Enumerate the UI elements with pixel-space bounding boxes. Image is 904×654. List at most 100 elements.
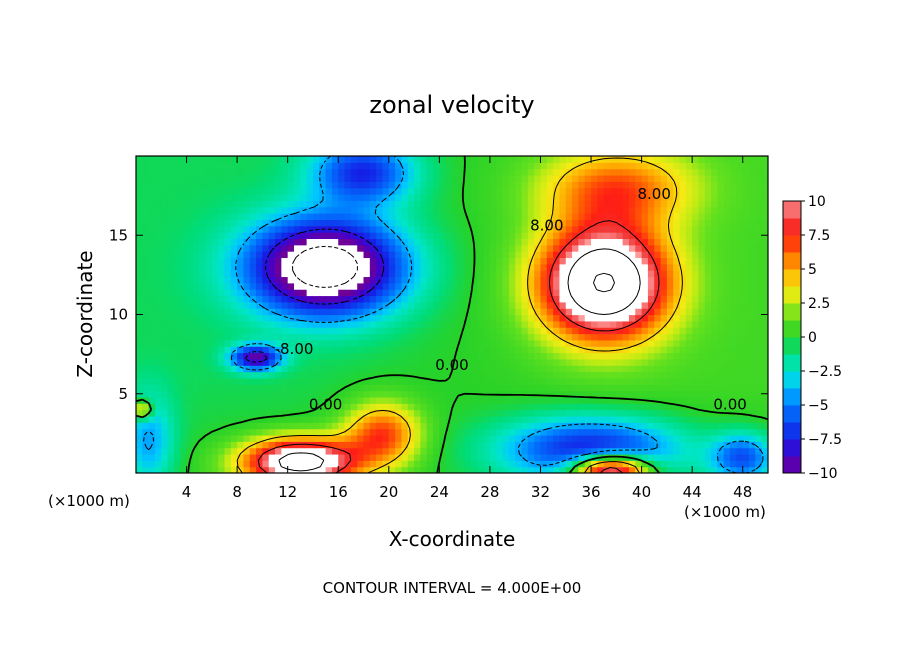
heatmap-cell bbox=[704, 276, 712, 284]
heatmap-cell bbox=[319, 238, 327, 246]
heatmap-cell bbox=[597, 181, 605, 189]
heatmap-cell bbox=[186, 162, 194, 170]
heatmap-cell bbox=[388, 434, 396, 442]
heatmap-cell bbox=[483, 263, 491, 271]
heatmap-cell bbox=[489, 238, 497, 246]
heatmap-cell bbox=[578, 168, 586, 176]
heatmap-cell bbox=[698, 206, 706, 214]
heatmap-cell bbox=[237, 460, 245, 468]
heatmap-cell bbox=[591, 263, 598, 271]
heatmap-cell bbox=[635, 244, 643, 252]
heatmap-cell bbox=[647, 194, 655, 201]
heatmap-cell bbox=[262, 257, 270, 265]
heatmap-cell bbox=[262, 396, 270, 404]
heatmap-cell bbox=[312, 358, 320, 366]
heatmap-cell bbox=[249, 263, 257, 271]
heatmap-cell bbox=[161, 428, 169, 436]
heatmap-cell bbox=[357, 396, 365, 404]
heatmap-cell bbox=[610, 466, 617, 473]
heatmap-cell bbox=[565, 320, 573, 328]
heatmap-cell bbox=[723, 225, 731, 233]
heatmap-cell bbox=[692, 213, 700, 220]
heatmap-cell bbox=[445, 339, 453, 347]
heatmap-cell bbox=[433, 428, 440, 436]
heatmap-cell bbox=[186, 238, 194, 246]
heatmap-cell bbox=[205, 403, 213, 411]
heatmap-cell bbox=[256, 333, 263, 341]
heatmap-cell bbox=[420, 162, 428, 170]
heatmap-cell bbox=[262, 384, 270, 392]
heatmap-cell bbox=[338, 409, 346, 417]
heatmap-cell bbox=[420, 377, 428, 385]
heatmap-cell bbox=[698, 162, 706, 170]
heatmap-cell bbox=[723, 434, 731, 442]
heatmap-cell bbox=[275, 409, 282, 417]
heatmap-cell bbox=[666, 276, 674, 284]
heatmap-cell bbox=[357, 460, 365, 468]
heatmap-cell bbox=[294, 308, 301, 316]
heatmap-cell bbox=[679, 320, 687, 328]
heatmap-cell bbox=[546, 422, 554, 430]
heatmap-cell bbox=[496, 428, 504, 436]
heatmap-cell bbox=[483, 365, 491, 373]
heatmap-cell bbox=[439, 156, 447, 163]
heatmap-cell bbox=[761, 213, 768, 220]
heatmap-cell bbox=[749, 333, 756, 341]
heatmap-cell bbox=[553, 263, 561, 271]
heatmap-cell bbox=[730, 466, 737, 473]
heatmap-cell bbox=[192, 219, 200, 227]
heatmap-cell bbox=[388, 289, 396, 297]
heatmap-cell bbox=[426, 257, 434, 265]
heatmap-cell bbox=[167, 168, 175, 176]
heatmap-cell bbox=[376, 301, 384, 309]
heatmap-cell bbox=[458, 232, 466, 240]
heatmap-cell bbox=[458, 434, 466, 442]
heatmap-cell bbox=[572, 384, 579, 392]
heatmap-cell bbox=[142, 238, 150, 246]
heatmap-cell bbox=[350, 219, 358, 227]
heatmap-cell bbox=[363, 403, 371, 411]
heatmap-cell bbox=[692, 396, 700, 404]
heatmap-cell bbox=[401, 225, 409, 233]
heatmap-cell bbox=[376, 289, 384, 297]
heatmap-cell bbox=[420, 282, 428, 290]
heatmap-cell bbox=[666, 453, 674, 461]
heatmap-cell bbox=[376, 225, 384, 233]
heatmap-cell bbox=[717, 371, 725, 379]
heatmap-cell bbox=[331, 447, 339, 455]
heatmap-cell bbox=[654, 162, 662, 170]
heatmap-cell bbox=[407, 428, 415, 436]
heatmap-cell bbox=[666, 415, 674, 423]
heatmap-cell bbox=[553, 232, 561, 240]
heatmap-cell bbox=[350, 162, 358, 170]
heatmap-cell bbox=[319, 428, 327, 436]
heatmap-cell bbox=[685, 257, 693, 265]
heatmap-cell bbox=[540, 352, 548, 360]
heatmap-cell bbox=[508, 257, 516, 265]
heatmap-cell bbox=[268, 314, 276, 322]
heatmap-cell bbox=[180, 181, 188, 189]
heatmap-cell bbox=[350, 175, 358, 182]
heatmap-cell bbox=[433, 371, 440, 379]
heatmap-cell bbox=[508, 289, 516, 297]
heatmap-cell bbox=[508, 409, 516, 417]
heatmap-cell bbox=[414, 346, 421, 354]
heatmap-cell bbox=[376, 238, 384, 246]
heatmap-cell bbox=[445, 365, 453, 373]
heatmap-cell bbox=[515, 453, 523, 461]
heatmap-cell bbox=[439, 263, 447, 271]
heatmap-cell bbox=[654, 282, 662, 290]
heatmap-cell bbox=[433, 301, 440, 309]
heatmap-cell bbox=[534, 422, 542, 430]
heatmap-cell bbox=[730, 251, 737, 259]
heatmap-cell bbox=[376, 213, 384, 220]
heatmap-cell bbox=[515, 434, 523, 442]
heatmap-cell bbox=[755, 396, 763, 404]
heatmap-cell bbox=[395, 219, 403, 227]
heatmap-cell bbox=[173, 238, 181, 246]
heatmap-cell bbox=[666, 263, 674, 271]
heatmap-cell bbox=[142, 257, 150, 265]
heatmap-cell bbox=[256, 194, 263, 201]
heatmap-cell bbox=[224, 251, 232, 259]
heatmap-cell bbox=[275, 244, 282, 252]
